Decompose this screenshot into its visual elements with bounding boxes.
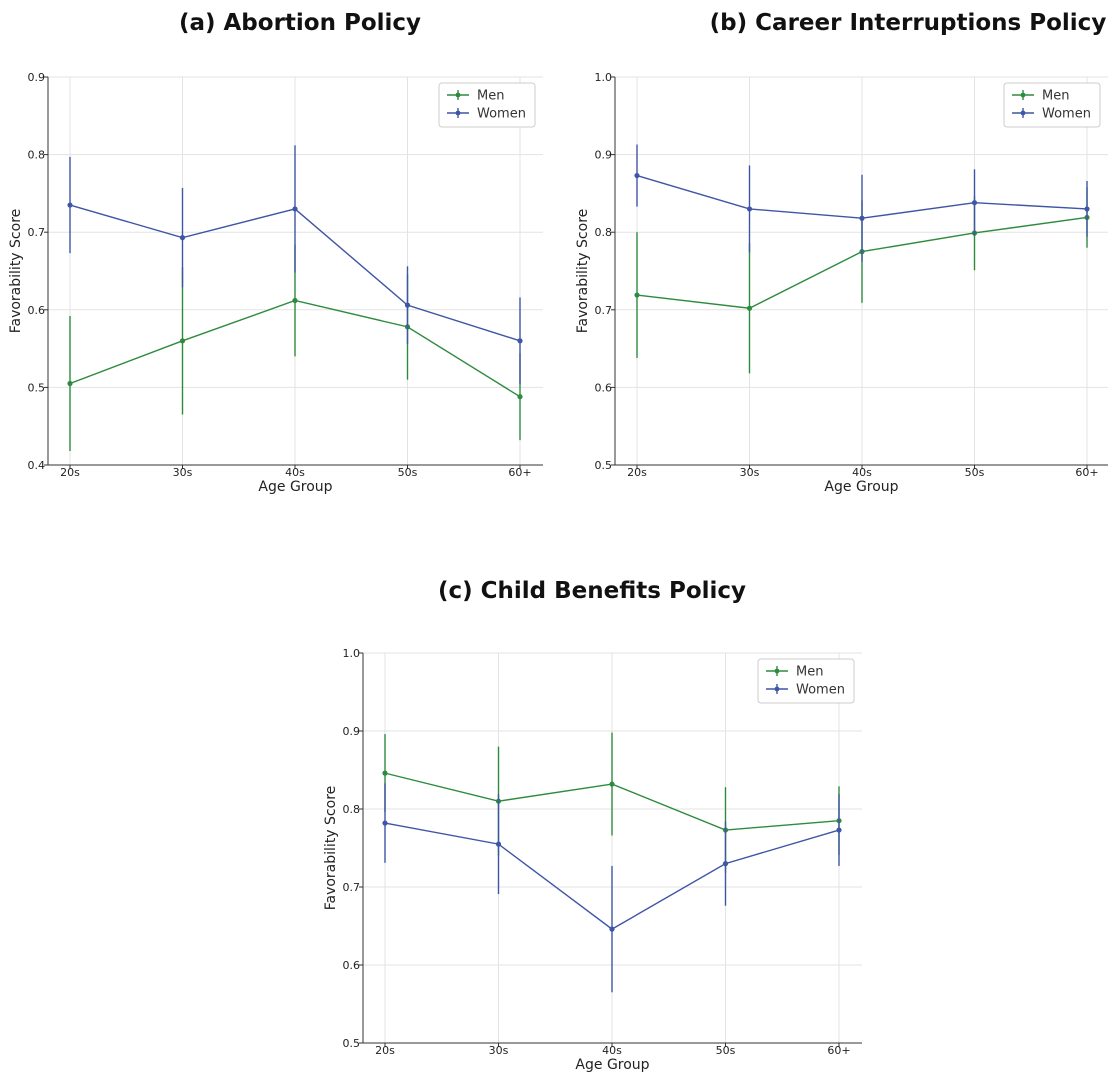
series-women <box>382 783 842 993</box>
chart-title: (a) Abortion Policy <box>179 10 421 36</box>
legend-marker <box>1020 92 1026 98</box>
data-point <box>1084 206 1090 212</box>
y-tick-label: 0.7 <box>343 881 361 894</box>
legend-box <box>1003 82 1101 128</box>
data-point <box>971 200 978 206</box>
legend-box <box>438 82 536 128</box>
x-axis-label: Age Group <box>575 1057 649 1073</box>
legend-label: Women <box>796 683 845 698</box>
data-point <box>382 770 388 776</box>
y-tick-label: 0.8 <box>595 226 613 239</box>
data-point <box>179 338 186 344</box>
data-point <box>179 235 186 241</box>
x-tick-label: 20s <box>375 1044 395 1057</box>
data-point <box>517 338 523 344</box>
data-point <box>495 841 502 847</box>
x-axis-label: Age Group <box>824 479 898 495</box>
x-tick-label: 30s <box>740 466 760 479</box>
data-point <box>634 172 640 179</box>
chart-title: (c) Child Benefits Policy <box>438 578 746 604</box>
legend-label: Women <box>477 107 526 122</box>
x-tick-label: 40s <box>285 466 305 479</box>
legend-marker <box>774 686 780 692</box>
x-tick-label: 50s <box>965 466 985 479</box>
chart-1: (a) Abortion Policy 0.4 0.5 0.6 0.7 0.8 0.9 20s… <box>8 10 543 495</box>
data-point <box>67 380 73 387</box>
legend-marker <box>455 110 461 116</box>
x-tick-label: 30s <box>173 466 193 479</box>
y-tick-label: 0.5 <box>595 459 613 472</box>
legend-label: Men <box>1042 89 1069 104</box>
legend: Men Women <box>1003 82 1101 128</box>
y-tick-label: 0.6 <box>28 304 46 317</box>
y-tick-label: 0.8 <box>343 803 361 816</box>
y-tick-label: 1.0 <box>343 647 361 660</box>
data-point <box>634 292 640 298</box>
data-point <box>722 861 729 867</box>
legend-marker <box>1020 110 1026 116</box>
y-tick-label: 0.5 <box>28 381 46 394</box>
y-tick-label: 0.9 <box>595 149 613 162</box>
y-tick-label: 0.8 <box>28 149 46 162</box>
series-women <box>67 145 523 385</box>
y-axis-label: Favorability Score <box>575 209 591 334</box>
x-tick-label: 30s <box>489 1044 509 1057</box>
data-point <box>517 394 523 400</box>
y-tick-label: 0.6 <box>595 381 613 394</box>
x-tick-label: 40s <box>852 466 872 479</box>
y-axis-label: Favorability Score <box>323 786 339 911</box>
data-point <box>609 926 615 932</box>
y-tick-label: 0.7 <box>28 226 46 239</box>
x-tick-label: 60+ <box>827 1044 850 1057</box>
series-women <box>634 144 1090 262</box>
chart-2: (b) Career Interruptions Policy 0.5 0.6 0.7… <box>575 10 1108 495</box>
x-tick-label: 40s <box>602 1044 622 1057</box>
data-point <box>746 305 753 311</box>
data-point <box>746 206 753 212</box>
y-tick-label: 0.9 <box>28 71 46 84</box>
x-axis-label: Age Group <box>258 479 332 495</box>
data-point <box>292 206 298 212</box>
x-tick-label: 60+ <box>1075 466 1098 479</box>
x-tick-label: 60+ <box>508 466 531 479</box>
data-point <box>404 302 411 308</box>
legend-label: Men <box>477 89 504 104</box>
legend-marker <box>455 92 461 98</box>
data-point <box>836 827 842 833</box>
y-tick-label: 1.0 <box>595 71 613 84</box>
y-tick-label: 0.9 <box>343 725 361 738</box>
legend-box <box>757 658 855 704</box>
data-point <box>859 215 865 221</box>
y-tick-label: 0.5 <box>343 1037 361 1050</box>
chart-3: (c) Child Benefits Policy 0.5 0.6 0.7 0.8 0.9… <box>323 578 862 1073</box>
legend-label: Women <box>1042 107 1091 122</box>
y-tick-label: 0.6 <box>343 959 361 972</box>
chart-title: (b) Career Interruptions Policy <box>710 10 1107 36</box>
y-tick-label: 0.4 <box>28 459 46 472</box>
legend: Men Women <box>438 82 536 128</box>
x-tick-label: 50s <box>398 466 418 479</box>
legend: Men Women <box>757 658 855 704</box>
data-point <box>67 202 73 208</box>
legend-marker <box>774 668 780 674</box>
legend-label: Men <box>796 665 823 680</box>
data-point <box>609 781 615 787</box>
x-tick-label: 50s <box>716 1044 736 1057</box>
data-point <box>292 297 298 304</box>
x-tick-label: 20s <box>60 466 80 479</box>
x-tick-label: 20s <box>627 466 647 479</box>
y-axis-label: Favorability Score <box>8 209 24 334</box>
y-tick-label: 0.7 <box>595 304 613 317</box>
data-point <box>382 820 388 826</box>
